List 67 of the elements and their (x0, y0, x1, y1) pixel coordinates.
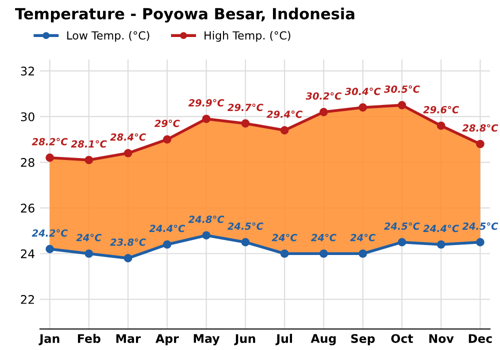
point (202, 231, 210, 240)
data-label: 29.4°C (266, 110, 302, 118)
y-tick-label: 22 (20, 295, 34, 304)
data-label: 28.8°C (462, 124, 498, 132)
point (46, 154, 54, 162)
point (124, 148, 132, 158)
y-tick-label: 30 (21, 112, 34, 122)
point (320, 108, 328, 116)
point (46, 244, 54, 254)
x-tick-label: Jun (234, 334, 256, 346)
point (124, 254, 132, 262)
data-label: 29°C (154, 120, 180, 128)
y-tick-label: 26 (20, 204, 34, 213)
data-label: 24.4°C (423, 224, 459, 232)
data-label: 28.2°C (32, 138, 68, 146)
x-tick-label: Nov (429, 334, 454, 343)
point (358, 103, 367, 112)
y-tick-label: 24 (20, 249, 34, 258)
point (280, 126, 289, 134)
data-label: 28.4°C (110, 133, 146, 141)
data-label: 23.8°C (110, 238, 146, 246)
x-tick-label: Sep (351, 334, 375, 346)
point (163, 240, 172, 249)
point (476, 238, 484, 246)
point (436, 240, 446, 249)
x-tick-label: Aug (310, 334, 336, 346)
point (163, 135, 172, 144)
point (202, 114, 210, 124)
x-tick-label: May (194, 334, 220, 346)
point (398, 101, 406, 110)
data-label: 24.5°C (384, 222, 420, 230)
x-tick-label: Jul (275, 334, 292, 346)
legend-label: High Temp. (°C) (204, 31, 290, 42)
data-label: 24.4°C (149, 224, 186, 232)
point (84, 156, 94, 164)
legend-label: Low Temp. (°C) (67, 31, 150, 42)
data-label: 24°C (350, 234, 376, 242)
x-tick-label: Oct (391, 334, 414, 343)
point (476, 140, 484, 148)
point (436, 122, 446, 130)
data-label: 24°C (311, 234, 336, 242)
data-label: 30.5°C (384, 85, 420, 93)
point (241, 119, 250, 128)
chart-title: Temperature - Poyowa Besar, Indonesia (15, 8, 354, 23)
x-tick-label: Apr (156, 334, 179, 346)
data-label: 30.4°C (344, 88, 381, 96)
point (320, 249, 328, 258)
data-label: 29.7°C (228, 104, 264, 112)
point (280, 249, 289, 258)
point (241, 238, 250, 246)
point (398, 238, 406, 246)
data-label: 24°C (76, 234, 102, 242)
y-tick-label: 28 (20, 158, 34, 167)
data-label: 29.9°C (188, 99, 224, 107)
x-tick-label: Feb (78, 334, 100, 343)
data-label: 28.1°C (71, 140, 107, 148)
x-tick-label: Dec (468, 334, 492, 343)
x-tick-label: Mar (116, 334, 141, 343)
data-label: 24°C (272, 234, 298, 242)
y-tick-label: 32 (21, 66, 34, 76)
data-label: 30.2°C (306, 92, 342, 100)
point (84, 249, 94, 258)
data-label: 24.5°C (228, 222, 264, 230)
data-label: 24.8°C (188, 216, 224, 223)
point (358, 249, 367, 258)
x-tick-label: Jan (38, 334, 60, 346)
data-label: 29.6°C (423, 106, 459, 114)
